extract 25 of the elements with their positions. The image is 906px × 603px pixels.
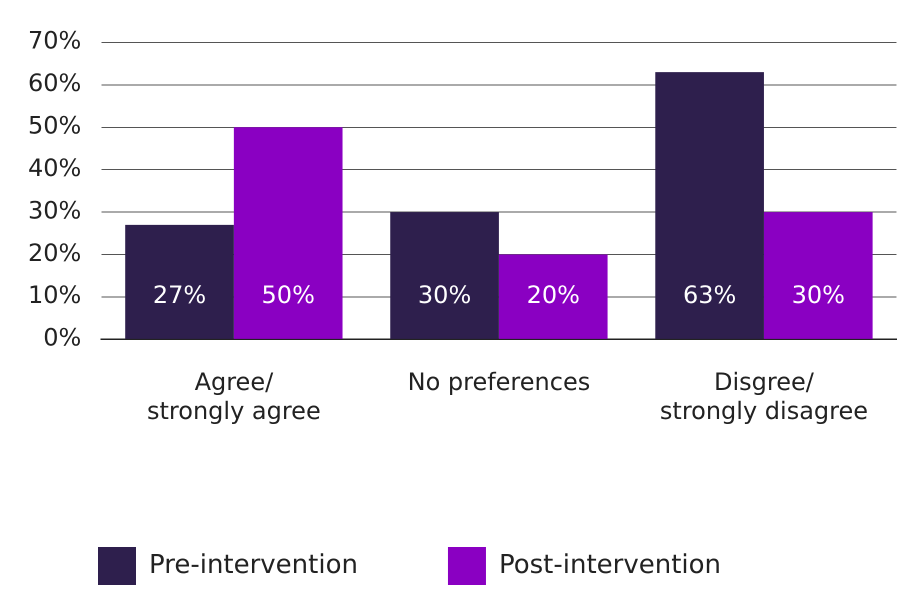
y-tick-label: 40% [28,154,82,182]
bar [125,224,234,339]
data-label: 50% [262,281,315,310]
y-tick-label: 60% [28,69,82,98]
y-tick-label: 70% [28,26,82,55]
data-label: 30% [792,281,845,310]
data-label: 63% [682,281,736,310]
data-label: 30% [418,281,472,310]
data-label: 27% [152,281,206,310]
y-tick-label: 10% [28,281,82,310]
y-tick-label: 30% [28,196,82,224]
y-tick-label: 0% [43,324,82,352]
bar [390,212,499,339]
data-label: 20% [526,281,580,310]
legend-label: Post-intervention [498,550,721,580]
y-tick-label: 50% [28,111,82,140]
y-tick-label: 20% [28,238,82,267]
bar [764,212,873,339]
x-tick-label: Agree/ strongly agree [147,368,321,425]
bar [655,72,764,339]
x-tick-label: No preferences [408,368,590,396]
x-tick-label: Disgree/ strongly disagree [660,368,868,425]
bar [234,127,343,339]
legend-label: Pre-intervention [149,550,358,580]
bar [498,254,608,339]
